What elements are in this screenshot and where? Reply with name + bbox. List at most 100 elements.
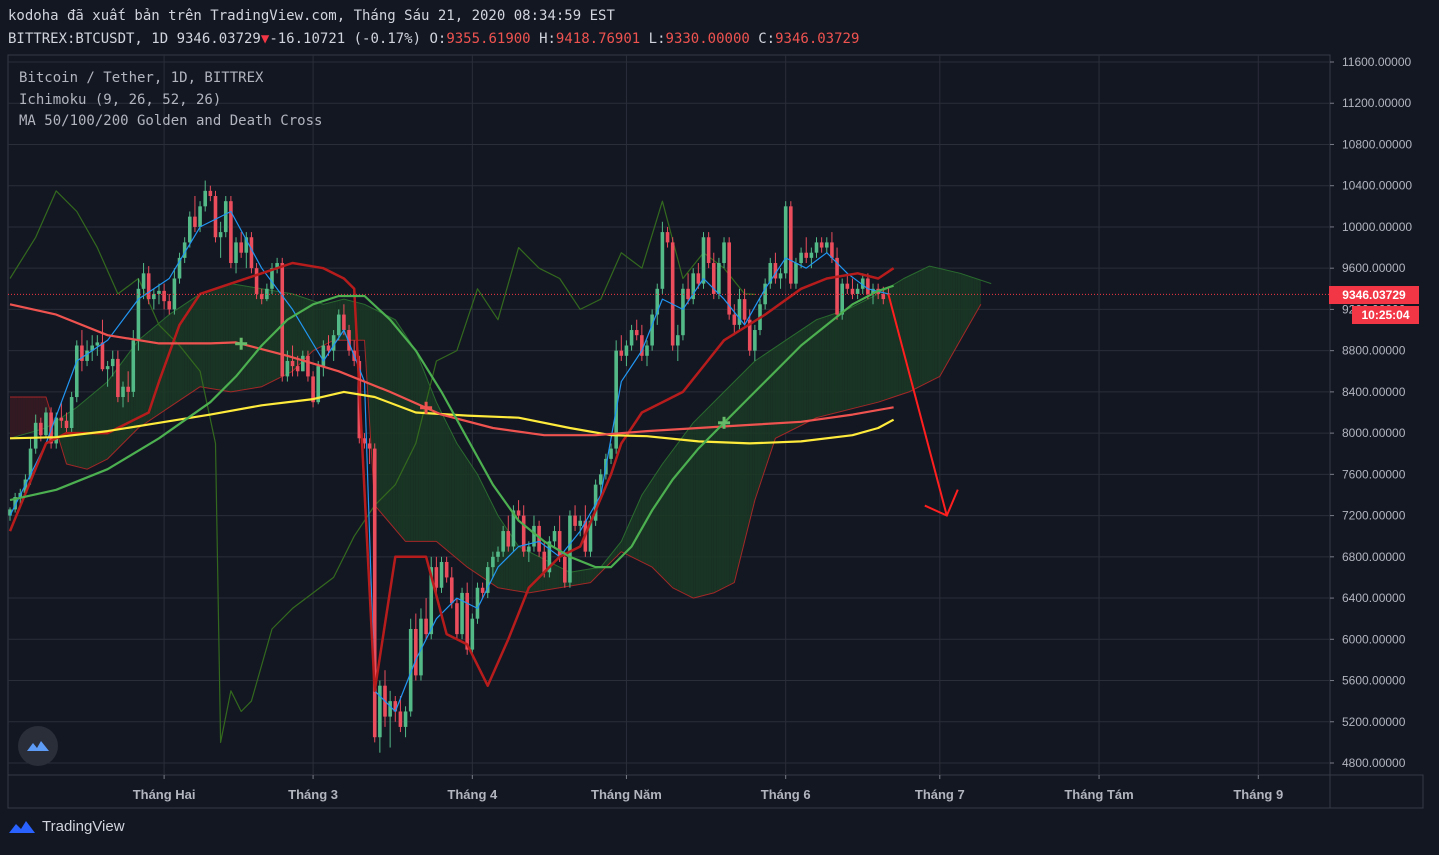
ichimoku-cloud-segment <box>955 272 958 350</box>
candle-body <box>398 711 403 727</box>
ichimoku-cloud-segment <box>35 397 39 431</box>
symbol-ohlc-line: BITTREX:BTCUSDT, 1D 9346.03729▼-16.10721… <box>8 31 859 47</box>
ichimoku-cloud-segment <box>482 484 486 580</box>
ichimoku-cloud-segment <box>385 314 388 521</box>
y-tick-label: 7600.00000 <box>1342 467 1406 481</box>
y-tick-label: 6800.00000 <box>1342 550 1406 564</box>
ichimoku-cloud-segment <box>816 318 820 418</box>
candle-body <box>681 288 685 336</box>
ichimoku-cloud-segment <box>590 568 594 583</box>
ichimoku-cloud-segment <box>878 292 881 403</box>
ichimoku-cloud-segment <box>811 321 814 421</box>
ichimoku-cloud-segment <box>731 381 735 584</box>
ichimoku-cloud-segment <box>908 274 912 392</box>
ichimoku-cloud-segment <box>426 376 429 542</box>
ichimoku-cloud-segment <box>99 385 103 463</box>
ichimoku-cloud-segment <box>646 483 650 566</box>
ichimoku-cloud-segment <box>950 270 953 359</box>
legend-ma-cross[interactable]: MA 50/100/200 Golden and Death Cross <box>19 113 323 129</box>
ichimoku-cloud-segment <box>320 303 324 347</box>
candle-body <box>172 278 177 310</box>
ichimoku-cloud-segment <box>523 549 527 593</box>
ichimoku-cloud-segment <box>875 293 879 403</box>
legend-ichimoku[interactable]: Ichimoku (9, 26, 52, 26) <box>19 91 222 108</box>
candle-body <box>814 242 819 253</box>
candle-body <box>105 366 110 370</box>
ma100-line <box>9 303 894 437</box>
open-value: 9355.61900 <box>446 31 531 47</box>
ichimoku-cloud-segment <box>89 394 93 468</box>
ichimoku-cloud-segment <box>952 271 956 354</box>
candle-body <box>146 273 151 300</box>
ichimoku-cloud-segment <box>973 277 976 318</box>
candle-body <box>799 252 803 264</box>
candle-body <box>95 342 100 346</box>
footer-brand[interactable]: TradingView <box>8 818 125 835</box>
ichimoku-cloud-segment <box>485 489 488 581</box>
ichimoku-cloud-segment <box>259 288 262 388</box>
tradingview-logo-icon <box>9 820 35 833</box>
ma50-line <box>9 284 894 569</box>
candle-body <box>830 242 834 258</box>
ichimoku-cloud-segment <box>40 397 44 430</box>
x-tick-label: Tháng Tám <box>1064 787 1133 802</box>
candle-body <box>753 330 757 351</box>
ichimoku-cloud-segment <box>12 397 16 438</box>
ichimoku-cloud-segment <box>230 283 234 392</box>
ichimoku-cloud-segment <box>824 316 827 416</box>
ichimoku-cloud-segment <box>844 309 848 411</box>
ichimoku-cloud-segment <box>957 272 961 345</box>
tradingview-badge[interactable] <box>18 726 58 766</box>
ichimoku-cloud-segment <box>171 311 175 406</box>
ichimoku-cloud-segment <box>438 407 442 546</box>
ichimoku-cloud-segment <box>849 306 853 410</box>
y-tick-label: 10000.00000 <box>1342 220 1412 234</box>
candle-body <box>629 330 634 346</box>
candle-body <box>187 216 192 243</box>
ichimoku-cloud-segment <box>780 342 784 436</box>
ichimoku-cloud-segment <box>169 312 172 408</box>
ichimoku-cloud-segment <box>729 384 732 586</box>
candle-body <box>881 293 886 300</box>
ichimoku-cloud-segment <box>510 534 514 591</box>
ichimoku-cloud-segment <box>970 276 974 323</box>
ichimoku-cloud-segment <box>474 470 478 575</box>
ichimoku-cloud-segment <box>916 271 920 389</box>
candle-body <box>562 556 567 583</box>
candle-body <box>126 386 130 392</box>
ichimoku-cloud-segment <box>801 328 804 426</box>
candle-body <box>434 567 439 588</box>
y-tick-label: 7200.00000 <box>1342 509 1406 523</box>
ichimoku-cloud-segment <box>451 433 455 557</box>
ichimoku-cloud-segment <box>677 439 681 592</box>
legend-symbol[interactable]: Bitcoin / Tether, 1D, BITTREX <box>19 70 264 86</box>
candle-body <box>408 628 413 712</box>
ichimoku-cloud-segment <box>423 369 427 542</box>
ichimoku-cloud-segment <box>929 266 933 382</box>
ichimoku-cloud-segment <box>813 319 817 419</box>
ichimoku-cloud-segment <box>644 487 647 565</box>
ichimoku-cloud-segment <box>580 570 583 585</box>
candle-body <box>326 345 331 351</box>
ichimoku-cloud-segment <box>842 310 845 412</box>
candle-body <box>737 299 742 325</box>
y-tick-label: 8000.00000 <box>1342 426 1406 440</box>
ichimoku-cloud-segment <box>313 300 316 351</box>
candle-body <box>655 288 660 315</box>
symbol-info: BITTREX:BTCUSDT, 1D 9346.03729 <box>8 31 261 47</box>
candle-body <box>203 190 208 207</box>
ichimoku-cloud-segment <box>790 335 794 431</box>
candle-body <box>455 603 459 635</box>
ichimoku-cloud-segment <box>906 276 909 393</box>
candle-body <box>39 422 43 436</box>
ichimoku-cloud-segment <box>143 333 147 425</box>
candle-body <box>650 314 654 346</box>
ichimoku-cloud-segment <box>176 307 180 403</box>
ichimoku-cloud-segment <box>76 405 80 468</box>
ichimoku-cloud-segment <box>15 397 18 437</box>
ichimoku-cloud-segment <box>158 321 162 415</box>
ichimoku-cloud-segment <box>251 287 255 389</box>
ichimoku-cloud-segment <box>654 471 658 573</box>
ichimoku-cloud-segment <box>893 283 897 398</box>
